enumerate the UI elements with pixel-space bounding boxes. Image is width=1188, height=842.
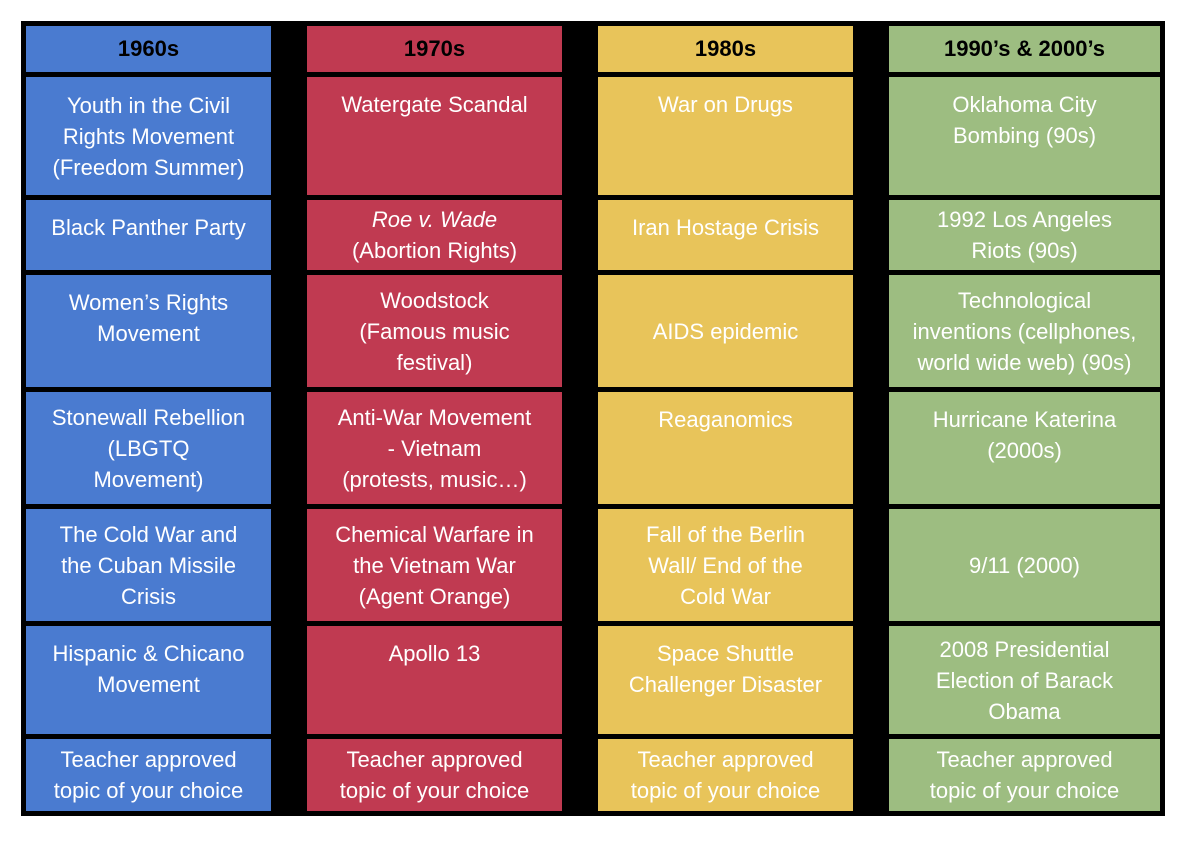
cell-line: Chemical Warfare in [335,521,534,547]
cell-line: Black Panther Party [51,215,246,240]
column-header-1970s: 1970s [307,26,562,72]
cell-line: Youth in the Civil [66,92,231,118]
cell-line: the Vietnam War [353,552,516,578]
cell-1980s-row1: War on Drugs [598,77,853,195]
cell-line: Teacher approved [936,747,1113,772]
cell-1990s-2000s-row6: 2008 Presidential Election of Barack Obama [889,626,1160,734]
cell-line: topic of your choice [929,778,1120,803]
cell-line: 1992 Los Angeles [937,207,1112,232]
cell-1980s-row4: Reaganomics [598,392,853,504]
cell-1970s-row6: Apollo 13 [307,626,562,734]
cell-line: 2008 Presidential [939,636,1110,662]
cell-line: Movement) [93,466,204,492]
cell-line: Teacher approved [60,747,237,772]
cell-line: (Freedom Summer) [52,154,245,180]
cell-line: Stonewall Rebellion [51,404,246,430]
cell-line: Reaganomics [658,407,793,432]
column-header-1990s-2000s: 1990’s & 2000’s [889,26,1160,72]
column-header-1980s: 1980s [598,26,853,72]
cell-1980s-row5: Fall of the Berlin Wall/ End of the Cold W… [598,509,853,621]
cell-1980s-row3: AIDS epidemic [598,275,853,387]
cell-1960s-row2: Black Panther Party [26,200,271,270]
cell-line: Teacher approved [637,747,814,772]
cell-line: festival) [396,349,473,375]
cell-line: Hispanic & Chicano [52,641,245,666]
cell-1980s-row2: Iran Hostage Crisis [598,200,853,270]
cell-line: (protests, music…) [342,466,527,492]
cell-line: (LBGTQ [107,435,190,461]
cell-line: Bombing (90s) [952,123,1097,148]
cell-1990s-2000s-row5: 9/11 (2000) [889,509,1160,621]
cell-line: Obama [988,698,1061,724]
cell-1960s-row5: The Cold War and the Cuban Missile Crisis [26,509,271,621]
cell-1990s-2000s-row4: Hurricane Katerina (2000s) [889,392,1160,504]
cell-line: Movement [97,321,200,346]
cell-line: The Cold War and [59,521,238,547]
cell-1990s-2000s-row2: 1992 Los Angeles Riots (90s) [889,200,1160,270]
cell-line: - Vietnam [387,435,482,461]
cell-1960s-row4: Stonewall Rebellion (LBGTQ Movement) [26,392,271,504]
cell-line: 9/11 (2000) [969,552,1080,578]
cell-line: Fall of the Berlin [646,521,805,547]
column-header-1960s: 1960s [26,26,271,72]
cell-line: Space Shuttle [657,641,794,666]
cell-line: Riots (90s) [971,238,1078,263]
cell-1990s-2000s-row7: Teacher approved topic of your choice [889,739,1160,811]
cell-1960s-row3: Women’s Rights Movement [26,275,271,387]
cell-1970s-row5: Chemical Warfare in the Vietnam War (Agent… [307,509,562,621]
cell-line: AIDS epidemic [652,318,799,344]
cell-1960s-row6: Hispanic & Chicano Movement [26,626,271,734]
cell-line: Hurricane Katerina [932,407,1117,432]
cell-1970s-row3: Woodstock (Famous music festival) [307,275,562,387]
cell-line: Movement [97,672,200,697]
cell-line: inventions (cellphones, [912,318,1137,344]
cell-line: (Famous music [359,318,510,344]
cell-line: Cold War [680,583,771,609]
cell-1970s-row1: Watergate Scandal [307,77,562,195]
cell-line: (Agent Orange) [358,583,511,609]
cell-line: world wide web) (90s) [917,349,1132,375]
cell-line: topic of your choice [53,778,244,803]
cell-line: Watergate Scandal [341,92,528,117]
cell-line: Apollo 13 [388,641,481,666]
cell-1970s-row7: Teacher approved topic of your choice [307,739,562,811]
cell-1980s-row6: Space Shuttle Challenger Disaster [598,626,853,734]
cell-line: Wall/ End of the [648,552,803,578]
cell-line: Anti-War Movement [337,404,532,430]
cell-line: Technological [957,287,1092,313]
cell-1990s-2000s-row1: Oklahoma City Bombing (90s) [889,77,1160,195]
cell-line: Rights Movement [62,123,235,149]
cell-line: Roe v. Wade [371,207,498,232]
cell-line: Teacher approved [346,747,523,772]
cell-line: Election of Barack [935,667,1114,693]
cell-line: (2000s) [987,438,1062,463]
cell-1970s-row4: Anti-War Movement - Vietnam (protests, mus… [307,392,562,504]
cell-line: Crisis [121,583,176,609]
cell-line: Women’s Rights [68,290,229,315]
cell-1990s-2000s-row3: Technological inventions (cellphones, worl… [889,275,1160,387]
cell-line: War on Drugs [658,92,793,117]
cell-1970s-row2: Roe v. Wade (Abortion Rights) [307,200,562,270]
cell-line: topic of your choice [339,778,530,803]
cell-line: Challenger Disaster [628,672,823,697]
cell-line: Oklahoma City [952,92,1097,117]
cell-1960s-row7: Teacher approved topic of your choice [26,739,271,811]
cell-1960s-row1: Youth in the Civil Rights Movement (Freedo… [26,77,271,195]
cell-line: topic of your choice [630,778,821,803]
cell-line: the Cuban Missile [61,552,236,578]
cell-line: (Abortion Rights) [351,238,518,263]
decades-table: 1960s Youth in the Civil Rights Movement (F… [21,21,1165,816]
cell-line: Iran Hostage Crisis [631,215,820,240]
cell-1980s-row7: Teacher approved topic of your choice [598,739,853,811]
cell-line: Woodstock [380,287,489,313]
